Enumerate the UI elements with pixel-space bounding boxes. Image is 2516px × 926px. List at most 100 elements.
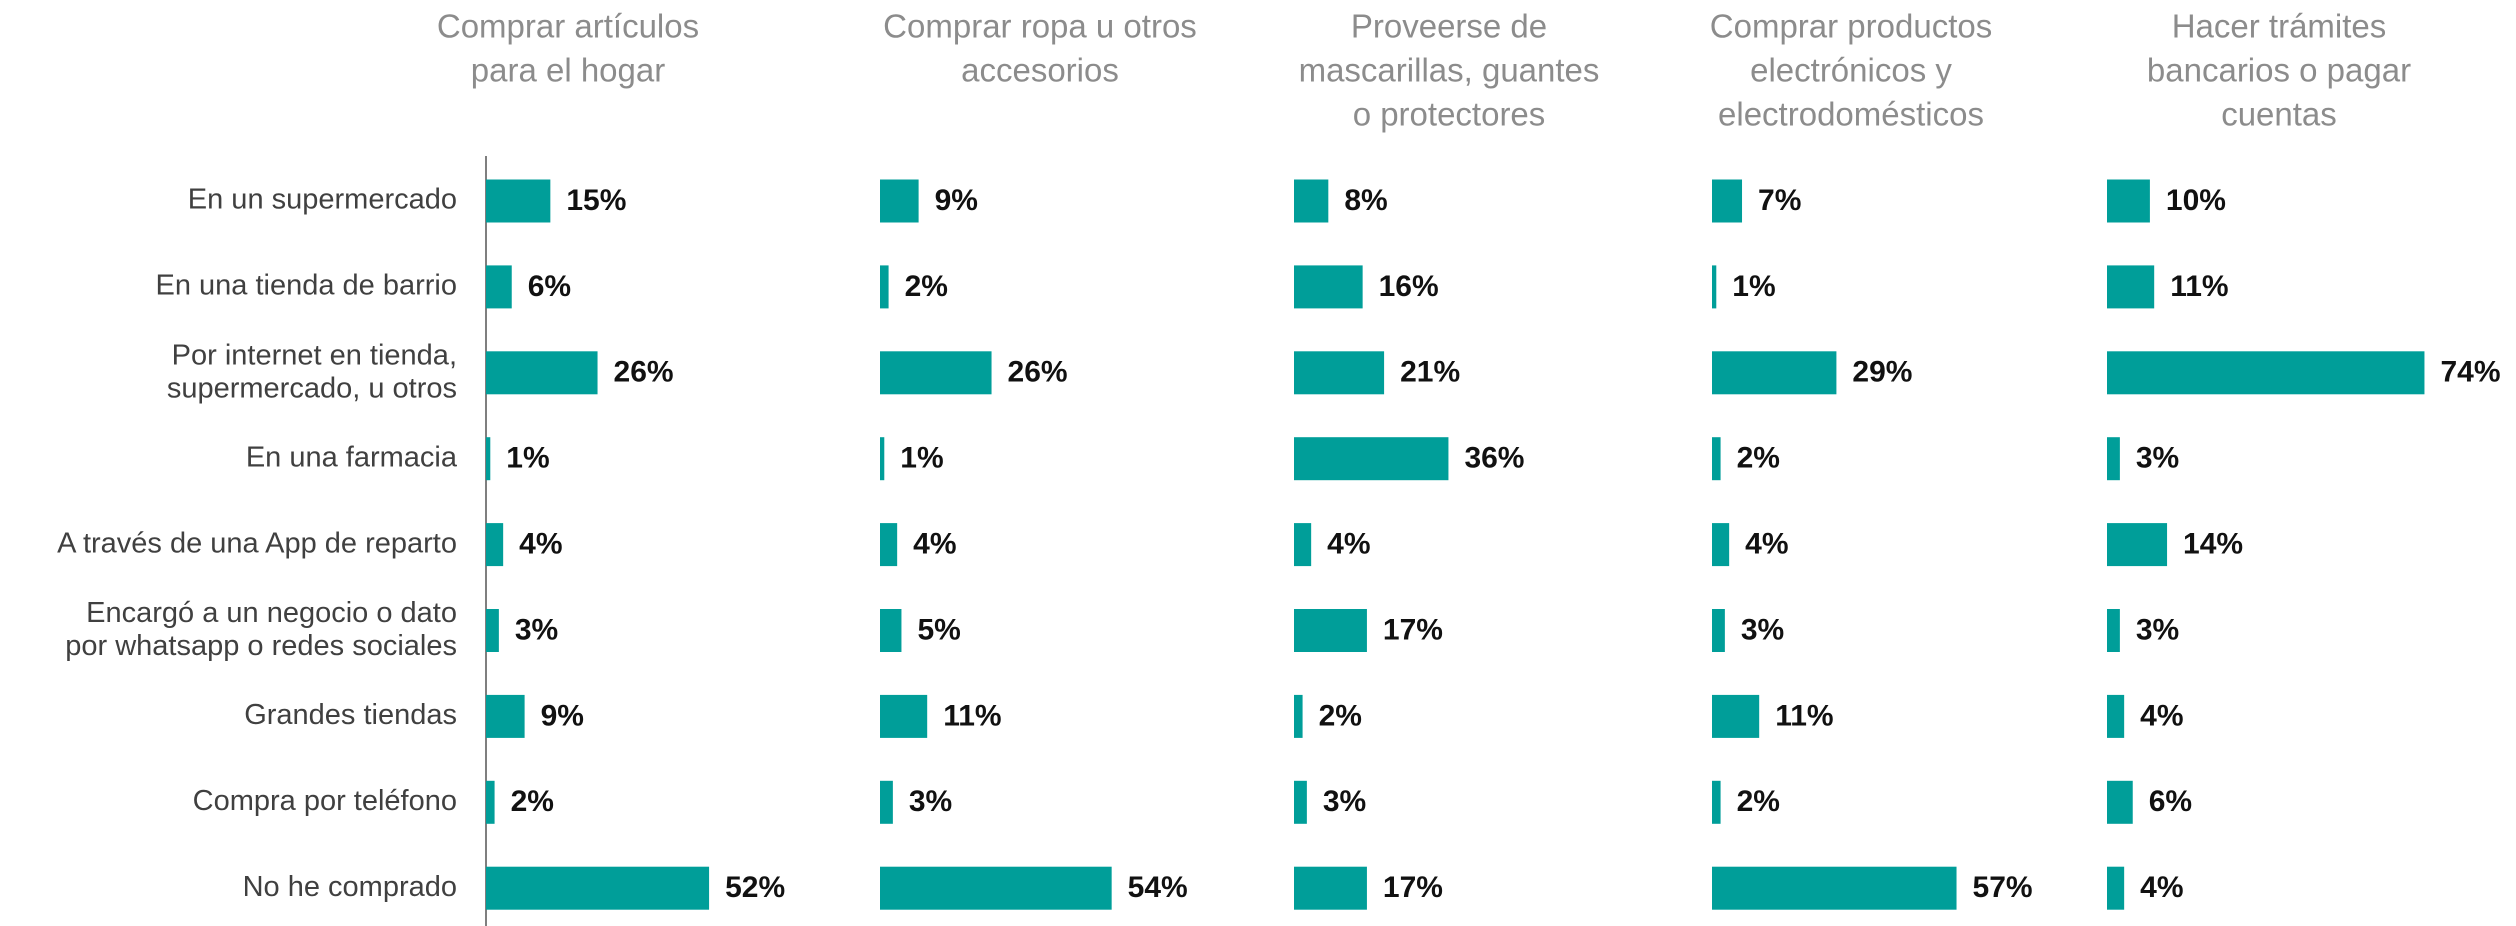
panel-title: cuentas: [2221, 96, 2337, 133]
bar: [880, 866, 1112, 910]
value-label: 10%: [2166, 184, 2226, 217]
value-label: 4%: [913, 528, 956, 561]
category-label: Encargó a un negocio o dato por whatsapp …: [65, 597, 457, 662]
value-label: 9%: [541, 699, 584, 732]
bar: [486, 265, 512, 309]
bar: [2107, 609, 2120, 652]
bar: [1712, 437, 1721, 481]
value-label: 11%: [943, 699, 1001, 732]
panel-title: Comprar ropa u otros: [883, 8, 1197, 45]
value-label: 1%: [1732, 270, 1775, 303]
bar: [1712, 265, 1717, 309]
bar: [880, 351, 992, 395]
panel-title: Comprar productos: [1710, 8, 1992, 45]
bar: [1294, 179, 1329, 223]
bar: [1294, 523, 1312, 567]
bar: [486, 179, 551, 223]
bar: [1712, 609, 1725, 652]
panel-title: mascarillas, guantes: [1299, 52, 1600, 89]
value-label: 2%: [1319, 699, 1362, 732]
value-label: 6%: [528, 270, 571, 303]
value-label: 6%: [2149, 785, 2192, 818]
bar: [486, 780, 495, 824]
bar: [2107, 866, 2125, 910]
value-label: 2%: [905, 270, 948, 303]
bar: [2107, 351, 2425, 395]
bar: [1712, 351, 1837, 395]
category-label: Compra por teléfono: [193, 785, 457, 817]
bar: [486, 694, 525, 738]
bar: [486, 523, 504, 567]
value-label: 1%: [506, 442, 549, 475]
value-label: 21%: [1400, 356, 1460, 389]
panel-title: Proveerse de: [1351, 8, 1547, 45]
value-label: 4%: [1745, 528, 1788, 561]
bar: [1712, 694, 1760, 738]
bar: [880, 694, 928, 738]
panel-title: accesorios: [961, 52, 1119, 89]
value-label: 16%: [1379, 270, 1439, 303]
bar: [2107, 694, 2125, 738]
value-label: 11%: [1775, 699, 1833, 732]
bar: [1712, 780, 1721, 824]
bar: [2107, 523, 2168, 567]
value-label: 3%: [515, 613, 558, 646]
bar: [1712, 523, 1730, 567]
bar: [486, 609, 499, 652]
value-label: 3%: [1741, 613, 1784, 646]
bar: [486, 351, 598, 395]
bar: [2107, 780, 2133, 824]
category-label: No he comprado: [243, 871, 457, 903]
category-label: En una tienda de barrio: [156, 270, 458, 302]
bar: [880, 523, 898, 567]
bar: [880, 780, 893, 824]
bar: [880, 609, 902, 652]
value-label: 4%: [2140, 699, 2183, 732]
value-label: 11%: [2170, 270, 2228, 303]
panel-title: para el hogar: [471, 52, 665, 89]
value-label: 36%: [1464, 442, 1524, 475]
value-label: 3%: [2136, 613, 2179, 646]
value-label: 4%: [519, 528, 562, 561]
bar: [2107, 265, 2155, 309]
value-label: 4%: [1327, 528, 1370, 561]
bar: [1294, 694, 1303, 738]
value-label: 3%: [909, 785, 952, 818]
panel-title: bancarios o pagar: [2147, 52, 2411, 89]
value-label: 57%: [1973, 871, 2033, 904]
bar: [1712, 866, 1957, 910]
value-label: 26%: [1008, 356, 1068, 389]
bar: [1294, 780, 1307, 824]
bar: [1294, 265, 1363, 309]
panel-title: electrónicos y: [1750, 52, 1952, 89]
value-label: 1%: [900, 442, 943, 475]
category-label: En una farmacia: [246, 441, 458, 473]
value-label: 52%: [725, 871, 785, 904]
value-label: 14%: [2183, 528, 2243, 561]
value-label: 15%: [566, 184, 626, 217]
category-label: Por internet en tienda, supermercado, u o…: [167, 339, 457, 404]
category-label: En un supermercado: [188, 184, 457, 216]
bar: [1294, 437, 1449, 481]
value-label: 3%: [2136, 442, 2179, 475]
bar: [2107, 179, 2150, 223]
value-label: 8%: [1344, 184, 1387, 217]
value-label: 74%: [2440, 356, 2500, 389]
value-label: 2%: [1737, 442, 1780, 475]
bar: [880, 179, 919, 223]
value-label: 2%: [511, 785, 554, 818]
value-label: 2%: [1737, 785, 1780, 818]
panel-title: electrodomésticos: [1718, 96, 1984, 133]
value-label: 9%: [935, 184, 978, 217]
value-label: 5%: [917, 613, 960, 646]
value-label: 17%: [1383, 871, 1443, 904]
panel-title: Hacer trámites: [2172, 8, 2387, 45]
value-label: 29%: [1852, 356, 1912, 389]
bar: [880, 265, 889, 309]
value-label: 26%: [614, 356, 674, 389]
value-label: 7%: [1758, 184, 1801, 217]
value-label: 17%: [1383, 613, 1443, 646]
category-label: A través de una App de reparto: [57, 527, 457, 559]
bar: [1712, 179, 1743, 223]
